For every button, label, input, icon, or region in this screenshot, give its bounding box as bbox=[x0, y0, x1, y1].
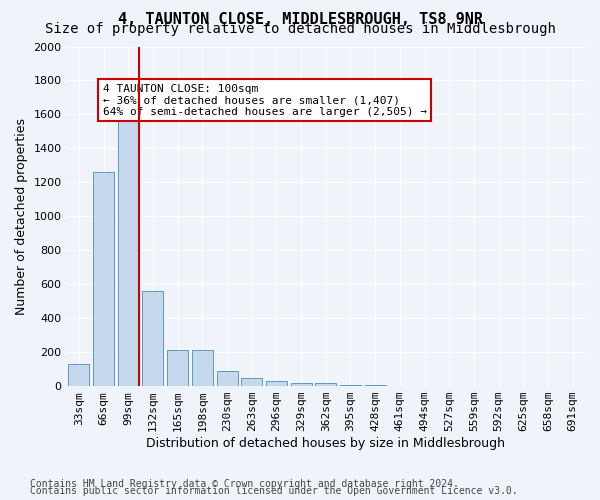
Text: Contains public sector information licensed under the Open Government Licence v3: Contains public sector information licen… bbox=[30, 486, 518, 496]
Bar bbox=[315, 382, 336, 386]
Text: Size of property relative to detached houses in Middlesbrough: Size of property relative to detached ho… bbox=[44, 22, 556, 36]
Y-axis label: Number of detached properties: Number of detached properties bbox=[15, 118, 28, 315]
Bar bbox=[68, 364, 89, 386]
Bar bbox=[365, 385, 386, 386]
Bar bbox=[192, 350, 213, 386]
Bar bbox=[167, 350, 188, 386]
Bar bbox=[290, 382, 311, 386]
X-axis label: Distribution of detached houses by size in Middlesbrough: Distribution of detached houses by size … bbox=[146, 437, 505, 450]
Bar bbox=[217, 371, 238, 386]
Text: 4 TAUNTON CLOSE: 100sqm
← 36% of detached houses are smaller (1,407)
64% of semi: 4 TAUNTON CLOSE: 100sqm ← 36% of detache… bbox=[103, 84, 427, 117]
Bar bbox=[142, 291, 163, 386]
Bar bbox=[241, 378, 262, 386]
Text: 4, TAUNTON CLOSE, MIDDLESBROUGH, TS8 9NR: 4, TAUNTON CLOSE, MIDDLESBROUGH, TS8 9NR bbox=[118, 12, 482, 28]
Bar bbox=[266, 381, 287, 386]
Text: Contains HM Land Registry data © Crown copyright and database right 2024.: Contains HM Land Registry data © Crown c… bbox=[30, 479, 459, 489]
Bar bbox=[340, 385, 361, 386]
Bar bbox=[93, 172, 114, 386]
Bar bbox=[118, 116, 139, 386]
